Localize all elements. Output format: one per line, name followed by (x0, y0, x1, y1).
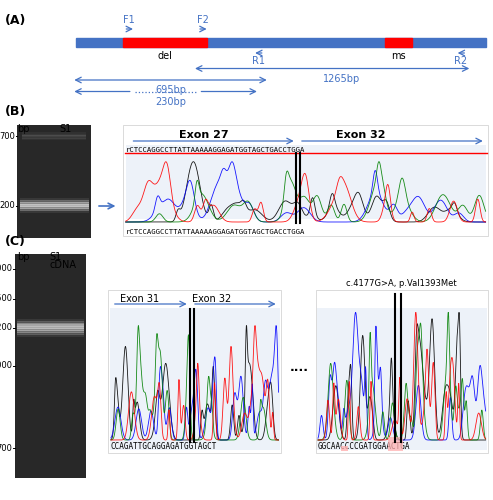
Text: Exon 32: Exon 32 (336, 130, 385, 140)
Bar (17, 334, 84, 337)
Text: ms: ms (391, 51, 406, 61)
Bar (20, 210, 89, 214)
Text: 200: 200 (0, 202, 15, 210)
Text: S1: S1 (49, 252, 62, 262)
Bar (341, 446, 348, 451)
Bar (386, 38, 412, 47)
Bar (20, 200, 89, 203)
Text: 700: 700 (0, 132, 15, 141)
Text: Exon 31: Exon 31 (120, 294, 159, 304)
Bar (17, 326, 84, 330)
Text: bp: bp (17, 252, 30, 262)
Bar (20, 202, 89, 205)
Text: 695bp: 695bp (155, 85, 186, 95)
Text: Exon 27: Exon 27 (178, 130, 228, 140)
Text: R1: R1 (251, 56, 265, 66)
Bar (20, 206, 89, 210)
Text: R2: R2 (454, 56, 467, 66)
Bar (22, 136, 86, 138)
Bar (22, 134, 86, 136)
Text: 1500: 1500 (0, 294, 12, 303)
Text: CCAGATTGCAGGAGATGGTAGCT: CCAGATTGCAGGAGATGGTAGCT (111, 442, 217, 451)
Bar (17, 322, 84, 326)
Bar (17, 324, 84, 328)
Bar (123, 38, 208, 47)
Bar (17, 328, 84, 331)
Text: ....: .... (290, 361, 309, 374)
Text: Exon 32: Exon 32 (192, 294, 232, 304)
Text: cDNA: cDNA (49, 260, 76, 270)
Text: F1: F1 (123, 15, 135, 25)
Bar (76, 38, 486, 47)
Text: (C): (C) (5, 234, 26, 248)
Text: 700: 700 (0, 444, 12, 453)
Bar (17, 330, 84, 333)
Text: 2000: 2000 (0, 264, 12, 273)
Bar (123, 125, 488, 236)
Text: rCTCCAGGCCTTATTAAAAAGGAGATGGTAGCTGACCTGGA: rCTCCAGGCCTTATTAAAAAGGAGATGGTAGCTGACCTGG… (126, 228, 305, 234)
Bar (17, 319, 84, 322)
Bar (20, 204, 89, 208)
Text: 1000: 1000 (0, 361, 12, 370)
Text: (A): (A) (5, 14, 26, 27)
Bar (20, 208, 89, 212)
Text: bp: bp (17, 124, 30, 134)
Bar (15, 254, 86, 478)
Bar (317, 308, 487, 450)
Text: del: del (158, 51, 173, 61)
Text: S1: S1 (59, 124, 71, 134)
Bar (108, 290, 281, 452)
Bar (126, 145, 486, 220)
Bar (20, 198, 89, 202)
Bar (316, 290, 488, 452)
Text: 230bp: 230bp (155, 96, 186, 106)
Bar (388, 437, 403, 451)
Bar (22, 132, 86, 134)
Text: (B): (B) (5, 106, 26, 118)
Text: F2: F2 (197, 15, 209, 25)
Bar (17, 320, 84, 324)
Bar (22, 138, 86, 140)
Text: 1200: 1200 (0, 324, 12, 332)
Bar (110, 308, 280, 450)
Text: c.4177G>A, p.Val1393Met: c.4177G>A, p.Val1393Met (347, 278, 457, 287)
Bar (22, 135, 86, 137)
Bar (17, 332, 84, 335)
Text: 1265bp: 1265bp (323, 74, 361, 84)
Text: rCTCCAGGCCTTATTAAAAAGGAGATGGTAGCTGACCTGGA: rCTCCAGGCCTTATTAAAAAGGAGATGGTAGCTGACCTGG… (126, 146, 305, 152)
Bar (17, 125, 91, 238)
Text: GGCAACCCCGATGGAACTGA: GGCAACCCCGATGGAACTGA (318, 442, 411, 451)
